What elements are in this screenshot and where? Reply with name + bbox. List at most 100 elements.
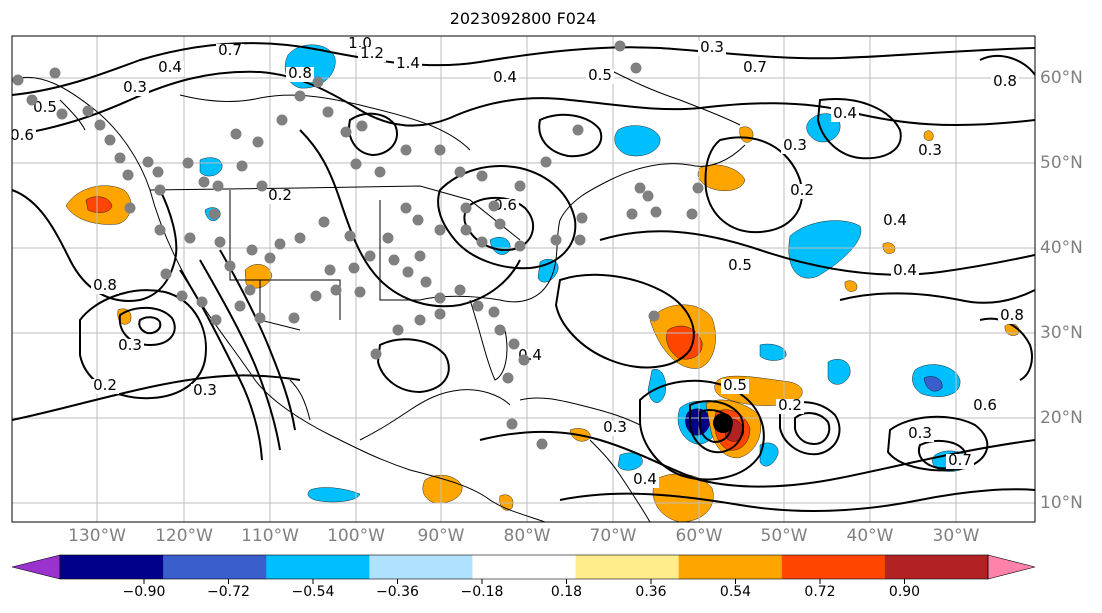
contour-line: [12, 70, 1035, 136]
station-dot: [26, 94, 38, 106]
contour-line: [219, 249, 296, 431]
contour-label: 0.4: [831, 104, 859, 122]
station-dot: [518, 354, 530, 366]
station-dot: [310, 290, 322, 302]
contour-line: [839, 289, 1035, 304]
station-dot: [244, 284, 256, 296]
contour-label: 1.4: [394, 54, 422, 72]
coastline-segment: [149, 185, 521, 241]
station-dot: [214, 236, 226, 248]
station-dot: [294, 90, 306, 102]
anomaly-region: [923, 376, 943, 392]
station-dot: [49, 67, 61, 79]
station-dot: [350, 158, 362, 170]
station-dot: [322, 106, 334, 118]
station-dot: [234, 300, 246, 312]
station-dot: [434, 144, 446, 156]
station-dot: [488, 306, 500, 318]
station-dot: [182, 157, 194, 169]
station-dot: [252, 136, 264, 148]
station-dot: [454, 284, 466, 296]
anomaly-region: [647, 369, 666, 403]
station-dot: [198, 176, 210, 188]
contour-label: 0.5: [721, 376, 749, 394]
station-dot: [264, 252, 276, 264]
contour-line: [376, 338, 450, 394]
anomaly-region: [614, 125, 661, 157]
contour-labels: 0.30.40.50.60.70.81.01.21.40.20.4 0.50.30…: [12, 36, 1026, 488]
station-dot: [614, 40, 626, 52]
svg-text:0.4: 0.4: [493, 68, 517, 86]
contour-line: [793, 412, 831, 446]
station-dot: [514, 240, 526, 252]
contour-label: 0.3: [116, 336, 144, 354]
svg-text:0.3: 0.3: [908, 424, 932, 442]
coastline-segment: [12, 76, 546, 522]
anomaly-region: [117, 308, 132, 325]
svg-text:0.7: 0.7: [948, 451, 972, 469]
map-background: [12, 36, 1035, 522]
station-dot: [576, 212, 588, 224]
contour-label: 0.3: [698, 38, 726, 56]
contour-label: 0.4: [881, 211, 909, 229]
longitude-label: 50°W: [760, 526, 808, 546]
contour-line: [639, 379, 765, 481]
station-dot: [340, 126, 352, 138]
graticule: [12, 36, 1035, 522]
svg-text:0.8: 0.8: [288, 64, 312, 82]
contour-label: 0.2: [788, 181, 816, 199]
station-dot: [124, 202, 136, 214]
contour-line: [554, 273, 695, 369]
contour-label: 0.5: [726, 256, 754, 274]
anomaly-region: [617, 452, 643, 471]
anomaly-region: [85, 196, 113, 213]
latitude-label: 30°N: [1040, 323, 1083, 343]
contour-line: [599, 230, 1035, 276]
coastlines: [12, 69, 746, 522]
station-dot: [454, 166, 466, 178]
svg-text:0.3: 0.3: [603, 418, 627, 436]
svg-text:0.3: 0.3: [700, 38, 724, 56]
svg-text:0.2: 0.2: [268, 186, 292, 204]
contour-line: [479, 430, 1035, 488]
station-dot: [236, 160, 248, 172]
contour-label: 1.2: [358, 44, 386, 62]
station-dot: [356, 120, 368, 132]
contour-line: [118, 306, 176, 347]
station-dot: [12, 74, 24, 86]
colorbar-segment: [781, 555, 886, 579]
contour-label: 0.3: [121, 78, 149, 96]
colorbar-segment: [678, 555, 783, 579]
anomaly-region: [827, 359, 851, 385]
contour-label: 0.8: [91, 276, 119, 294]
station-dot: [152, 166, 164, 178]
map-title: 2023092800 F024: [449, 9, 597, 28]
contour-label: 0.7: [741, 58, 769, 76]
longitude-label: 110°W: [241, 526, 299, 546]
colorbar-segment: [60, 555, 164, 579]
colorbar-tick-label: 0.72: [804, 584, 836, 600]
contour-label: 0.4: [891, 261, 919, 279]
station-dot: [536, 438, 548, 450]
contour-label: 0.3: [916, 141, 944, 159]
coastline-segment: [589, 439, 651, 522]
colorbar-tick-label: 0.54: [719, 584, 752, 600]
station-dot: [414, 314, 426, 326]
contour-line: [12, 42, 1035, 96]
svg-text:0.5: 0.5: [588, 66, 612, 84]
colorbar-extend-high: [987, 554, 1036, 580]
contour-line: [12, 189, 178, 302]
station-dot: [572, 124, 584, 136]
svg-text:0.5: 0.5: [723, 376, 747, 394]
contour-line: [179, 269, 263, 461]
svg-text:0.7: 0.7: [218, 41, 242, 59]
colorbar-outline: [59, 554, 989, 580]
station-dot: [508, 338, 520, 350]
station-dot: [114, 152, 126, 164]
station-dot: [626, 208, 638, 220]
contour-label: 0.3: [601, 418, 629, 436]
latitude-label: 50°N: [1040, 153, 1083, 173]
contour-line: [538, 113, 603, 158]
longitude-label: 60°W: [675, 526, 723, 546]
station-dot: [506, 418, 518, 430]
